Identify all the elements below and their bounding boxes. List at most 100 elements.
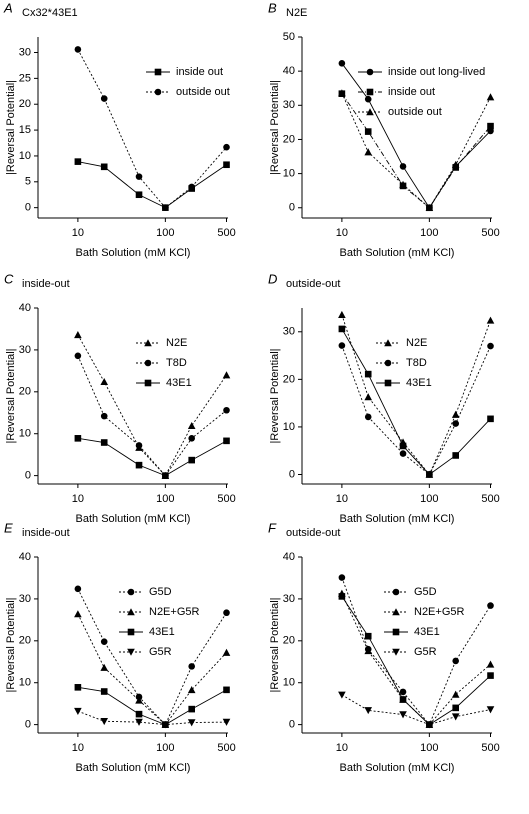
marker [338, 310, 346, 318]
x-tick-label: 500 [217, 742, 235, 754]
marker [425, 203, 434, 212]
series-line [341, 314, 491, 476]
marker [223, 143, 230, 151]
marker [188, 435, 195, 442]
x-tick-label: 100 [156, 227, 174, 239]
y-axis-label: |Reversal Potential| [269, 349, 281, 444]
series-line [341, 328, 491, 476]
series-line [341, 694, 491, 726]
legend-marker [127, 628, 135, 636]
marker [100, 717, 109, 726]
legend-marker [144, 339, 152, 347]
marker [399, 180, 407, 188]
y-tick-label: 0 [25, 470, 31, 482]
x-tick-label: 100 [420, 227, 438, 239]
marker [364, 370, 372, 378]
y-tick-label: 0 [25, 719, 31, 731]
marker [74, 684, 82, 691]
panel-letter: E [4, 520, 13, 535]
y-tick-label: 20 [283, 373, 295, 385]
marker [399, 711, 407, 719]
y-tick-label: 10 [283, 677, 295, 689]
marker [399, 696, 407, 703]
marker [74, 707, 82, 716]
marker [100, 638, 108, 645]
series-line [341, 596, 491, 726]
marker [223, 686, 230, 694]
marker [487, 602, 494, 609]
y-tick-label: 40 [283, 551, 295, 563]
marker [162, 204, 169, 211]
legend-label: 43E1 [406, 377, 432, 389]
marker [486, 93, 495, 101]
legend-marker [366, 108, 374, 116]
x-tick-label: 500 [481, 227, 499, 239]
legend-label: 43E1 [149, 626, 175, 638]
marker [451, 713, 460, 721]
y-axis-label: |Reversal Potential| [269, 598, 281, 693]
marker [451, 690, 460, 698]
x-axis-label: Bath Solution (mM KCl) [76, 247, 191, 259]
y-tick-label: 20 [283, 133, 295, 145]
marker [338, 89, 346, 97]
marker [487, 122, 494, 130]
legend-label: 43E1 [414, 626, 440, 638]
marker [222, 371, 231, 379]
panel-title: outside-out [286, 527, 340, 539]
marker [74, 610, 82, 618]
series-line [341, 93, 491, 209]
series-line [77, 355, 227, 477]
marker [188, 705, 195, 713]
legend-marker [127, 648, 135, 656]
marker [426, 471, 433, 478]
y-tick-label: 30 [283, 326, 295, 338]
marker [399, 450, 407, 457]
marker [338, 59, 346, 67]
marker [425, 721, 434, 729]
legend-label: 43E1 [166, 377, 192, 389]
y-tick-label: 20 [19, 386, 31, 398]
marker [451, 160, 460, 169]
marker [451, 410, 460, 418]
y-axis-label: |Reversal Potential| [5, 80, 17, 175]
y-tick-label: 0 [25, 202, 31, 214]
marker [74, 46, 82, 53]
marker [364, 632, 372, 640]
legend-marker [154, 68, 162, 76]
marker [364, 128, 372, 135]
x-tick-label: 10 [336, 227, 348, 239]
legend-label: G5R [149, 646, 172, 658]
marker [187, 686, 196, 694]
panel-letter: B [268, 0, 277, 15]
marker [223, 609, 230, 617]
legend-label: inside out [176, 66, 223, 78]
series-line [341, 92, 491, 209]
panel-letter: C [4, 271, 14, 286]
marker [100, 412, 108, 420]
marker [364, 393, 373, 401]
y-tick-label: 15 [19, 124, 31, 136]
legend-marker [366, 88, 374, 96]
y-tick-label: 40 [19, 551, 31, 563]
marker [338, 691, 346, 699]
marker [338, 342, 346, 349]
marker [452, 704, 459, 712]
x-tick-label: 10 [72, 493, 84, 505]
marker [452, 657, 459, 665]
marker [338, 593, 346, 600]
legend-marker [384, 379, 392, 387]
marker [74, 158, 82, 165]
legend-label: outside out [388, 106, 442, 118]
x-axis-label: Bath Solution (mM KCl) [76, 513, 191, 525]
marker [364, 95, 372, 103]
marker [364, 413, 372, 421]
y-axis-label: |Reversal Potential| [5, 349, 17, 444]
x-tick-label: 10 [72, 742, 84, 754]
marker [135, 191, 143, 199]
marker [74, 352, 82, 360]
y-tick-label: 40 [19, 302, 31, 314]
x-tick-label: 500 [217, 227, 235, 239]
y-tick-label: 20 [19, 98, 31, 110]
y-axis-label: |Reversal Potential| [5, 598, 17, 693]
